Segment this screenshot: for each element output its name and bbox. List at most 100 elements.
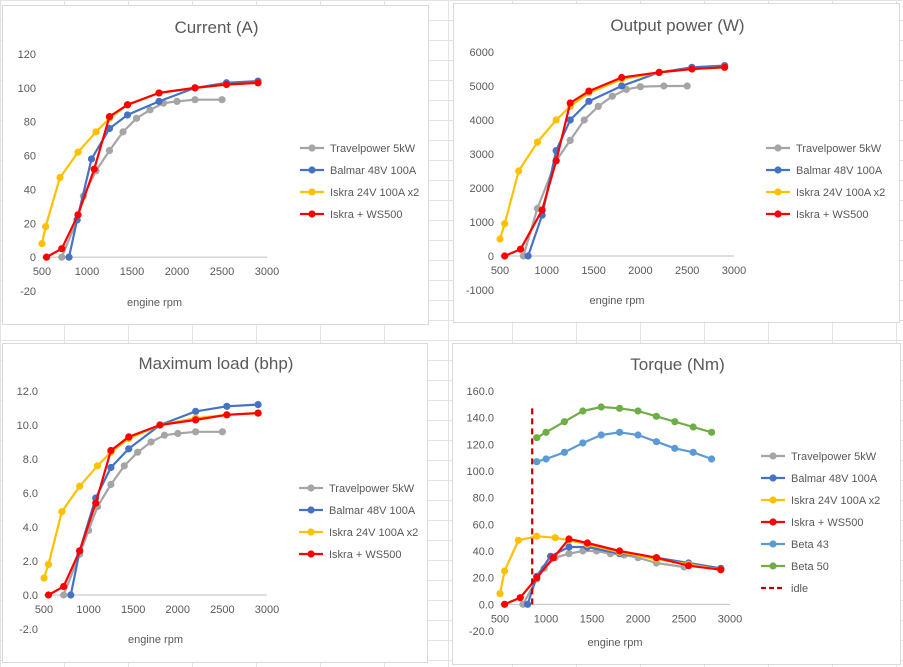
y-tick-label: -2.0 bbox=[19, 624, 38, 636]
series-line bbox=[522, 84, 688, 257]
x-tick-label: 1000 bbox=[534, 613, 558, 625]
data-point bbox=[689, 448, 697, 456]
legend-item-beta-50: Beta 50 bbox=[761, 561, 829, 573]
data-point bbox=[65, 253, 73, 261]
data-point bbox=[708, 428, 716, 436]
data-point bbox=[580, 116, 588, 124]
data-point bbox=[524, 600, 532, 608]
data-point bbox=[174, 429, 182, 438]
data-point bbox=[533, 434, 541, 442]
data-point bbox=[652, 412, 660, 420]
x-axis-title: engine rpm bbox=[587, 637, 642, 649]
data-point bbox=[222, 80, 231, 89]
chart-title: Current (A) bbox=[174, 18, 258, 37]
legend-label: Travelpower 5kW bbox=[329, 483, 415, 495]
data-point bbox=[107, 480, 115, 489]
chart-output-power[interactable]: Output power (W) -1000 0 1000 2000 3000 4000 50… bbox=[453, 3, 900, 323]
legend-label: idle bbox=[791, 583, 808, 595]
data-point bbox=[119, 128, 127, 136]
data-point bbox=[597, 403, 605, 411]
data-point bbox=[579, 407, 587, 415]
data-point bbox=[58, 508, 66, 516]
y-tick-label: 20 bbox=[24, 218, 36, 230]
data-point bbox=[74, 211, 82, 219]
data-point bbox=[542, 428, 550, 436]
legend-item-iskra-24v-100a-x2: Iskra 24V 100A x2 bbox=[761, 495, 880, 507]
data-point bbox=[634, 431, 642, 439]
data-point bbox=[155, 89, 163, 97]
series-travelpower-5kw bbox=[60, 428, 226, 599]
y-tick-label: 4000 bbox=[470, 115, 494, 127]
series-beta-43 bbox=[533, 428, 716, 466]
data-point bbox=[191, 84, 199, 92]
x-tick-label: 500 bbox=[491, 613, 509, 625]
data-point bbox=[551, 534, 559, 542]
legend-label: Beta 43 bbox=[791, 539, 829, 551]
series-line bbox=[42, 412, 259, 579]
chart-maximum-load[interactable]: Maximum load (bhp) -2.0 0.0 2.0 4.0 6.0 8.0 10.… bbox=[2, 343, 428, 663]
x-tick-label: 1000 bbox=[76, 604, 100, 616]
legend-label: Balmar 48V 100A bbox=[796, 165, 883, 177]
data-point bbox=[688, 65, 696, 73]
data-point bbox=[218, 428, 226, 436]
data-point bbox=[58, 245, 66, 253]
series-iskra-ws500 bbox=[44, 409, 262, 599]
legend-item-iskra-ws500: Iskra + WS500 bbox=[300, 209, 402, 221]
legend-label: Travelpower 5kW bbox=[796, 143, 882, 155]
data-point bbox=[123, 101, 132, 109]
legend-label: Iskra + WS500 bbox=[796, 209, 868, 221]
series-line bbox=[47, 412, 259, 596]
x-axis-title: engine rpm bbox=[589, 295, 644, 307]
data-point bbox=[191, 96, 199, 104]
data-point bbox=[496, 235, 504, 243]
x-tick-label: 1000 bbox=[75, 266, 99, 278]
y-tick-label: 80.0 bbox=[473, 493, 494, 505]
data-point bbox=[616, 404, 624, 412]
data-point bbox=[105, 146, 114, 155]
data-point bbox=[134, 448, 142, 456]
data-point bbox=[585, 87, 593, 95]
legend-label: Iskra 24V 100A x2 bbox=[330, 187, 419, 199]
data-point bbox=[552, 116, 560, 124]
x-tick-label: 2500 bbox=[210, 266, 234, 278]
data-point bbox=[636, 83, 644, 91]
data-point bbox=[92, 128, 100, 136]
data-point bbox=[90, 165, 98, 173]
series-line bbox=[536, 431, 712, 463]
data-point bbox=[516, 245, 525, 253]
series-travelpower-5kw bbox=[519, 82, 691, 260]
chart-current[interactable]: Current (A) -20 0 20 40 60 80 100 120 500 1000 1500… bbox=[2, 5, 429, 325]
data-point bbox=[585, 97, 593, 105]
data-point bbox=[616, 547, 624, 555]
y-tick-label: 120.0 bbox=[466, 439, 494, 451]
data-point bbox=[685, 562, 693, 570]
data-point bbox=[60, 591, 68, 599]
series-iskra-ws500 bbox=[42, 79, 262, 261]
data-point bbox=[42, 253, 51, 261]
y-tick-label: 100.0 bbox=[466, 466, 494, 478]
y-tick-label: 8.0 bbox=[23, 454, 38, 466]
data-point bbox=[44, 560, 53, 568]
data-point bbox=[501, 600, 509, 608]
x-tick-label: 3000 bbox=[718, 613, 742, 625]
y-tick-label: 0.0 bbox=[23, 590, 38, 602]
data-point bbox=[38, 240, 46, 248]
y-tick-label: 12.0 bbox=[17, 386, 38, 398]
legend-item-balmar-48v-100a: Balmar 48V 100A bbox=[766, 165, 883, 177]
y-tick-label: 2.0 bbox=[23, 556, 38, 568]
legend-item-beta-43: Beta 43 bbox=[761, 539, 829, 551]
x-tick-label: 1500 bbox=[120, 266, 144, 278]
y-tick-label: 10.0 bbox=[17, 420, 38, 432]
series-travelpower-5kw bbox=[519, 547, 688, 608]
x-tick-label: 2000 bbox=[626, 613, 650, 625]
y-tick-label: -1000 bbox=[466, 285, 494, 297]
series-iskra-ws500 bbox=[501, 63, 729, 260]
y-tick-label: 0 bbox=[488, 251, 494, 263]
data-point bbox=[155, 97, 163, 105]
data-point bbox=[254, 401, 262, 409]
x-tick-label: 2000 bbox=[628, 265, 652, 277]
data-point bbox=[566, 99, 574, 107]
data-point bbox=[608, 92, 616, 100]
y-tick-label: 160.0 bbox=[466, 386, 494, 398]
chart-torque[interactable]: Torque (Nm) -20.0 0.0 20.0 40.0 60.0 80.0 100.0… bbox=[452, 343, 901, 665]
